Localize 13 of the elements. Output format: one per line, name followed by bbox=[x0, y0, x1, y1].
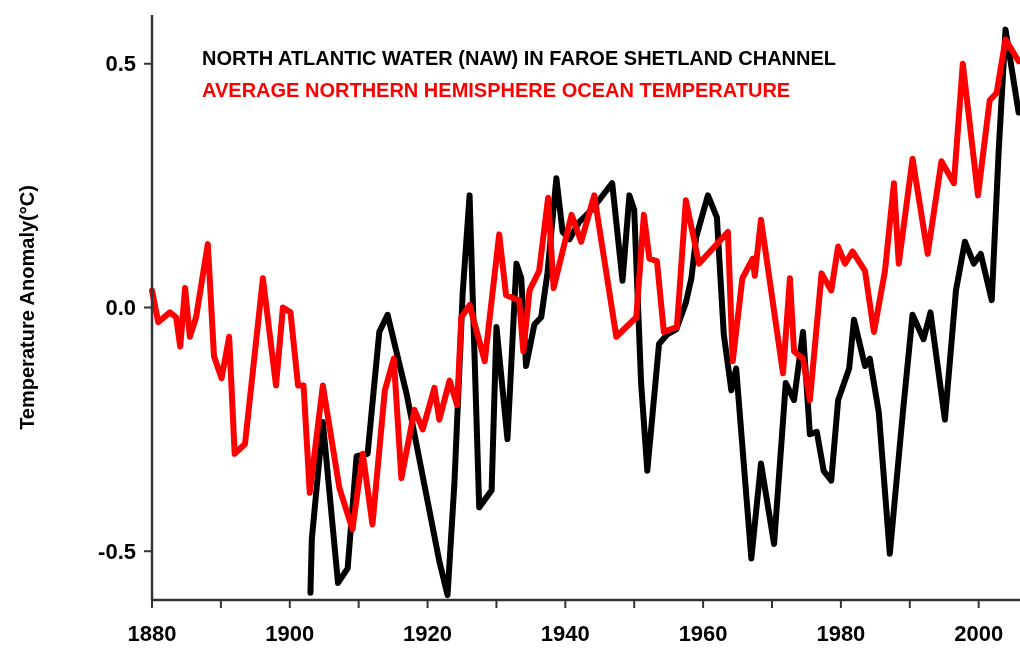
text: AVERAGE NORTHERN HEMISPHERE OCEAN TEMPERATURE bbox=[202, 79, 791, 101]
x-tick-label: 1980 bbox=[816, 621, 866, 646]
y-tick-label: 0.5 bbox=[105, 51, 136, 77]
x-tick-label: 2000 bbox=[954, 621, 1004, 646]
x-tick-label: 1900 bbox=[265, 621, 315, 646]
y-tick-label: -0.5 bbox=[98, 538, 136, 564]
text: NORTH ATLANTIC WATER (NAW) IN FAROE SHETLAND CHANNEL bbox=[202, 47, 837, 69]
y-tick-label: 0.0 bbox=[105, 295, 136, 321]
x-tick-label: 1940 bbox=[540, 621, 590, 646]
x-tick-label: 1920 bbox=[403, 621, 453, 646]
x-tick-label: 1880 bbox=[127, 621, 177, 646]
x-tick-label: 1960 bbox=[678, 621, 728, 646]
y-axis-title: Temperature Anomaly(°C) bbox=[16, 185, 38, 430]
